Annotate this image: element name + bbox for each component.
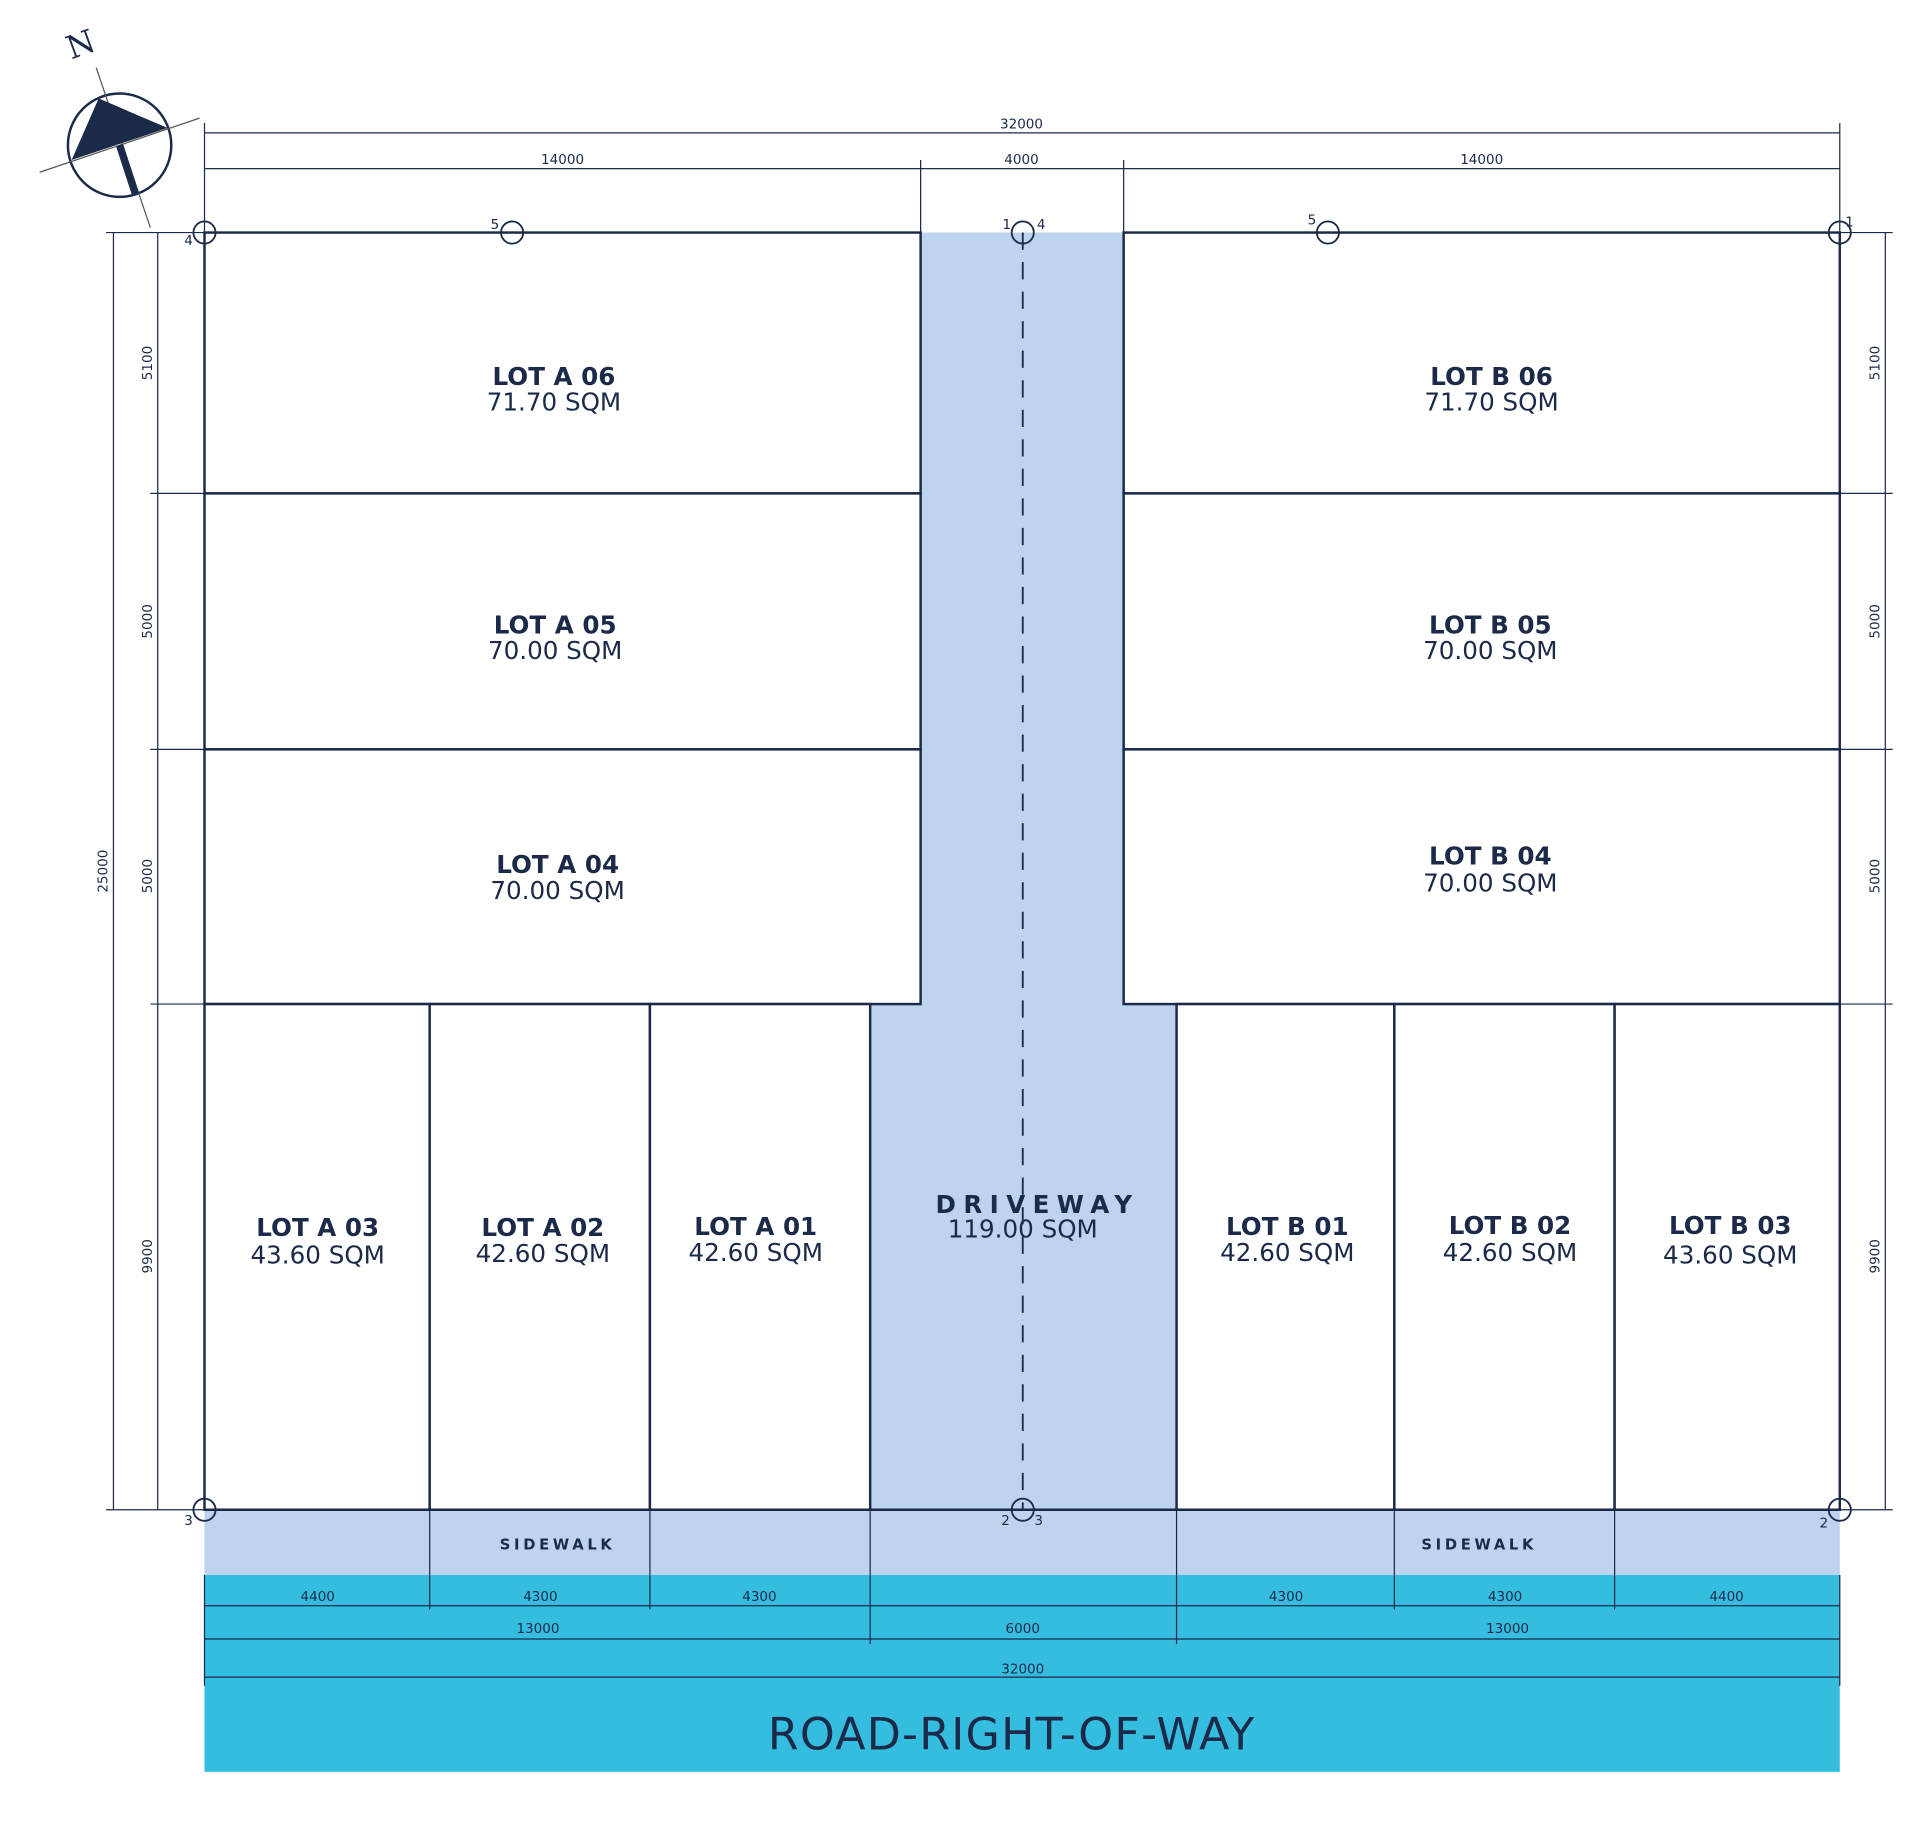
dimension: 32000 (1000, 116, 1043, 132)
dimension: 13000 (516, 1621, 559, 1637)
point-marker (1827, 1497, 1852, 1522)
lot-label: LOT A 01 (694, 1212, 817, 1241)
dimension: 5000 (1867, 859, 1883, 893)
dimension: 5000 (140, 604, 156, 638)
dimension: 5000 (1867, 604, 1883, 638)
dimension: 4300 (1269, 1589, 1303, 1605)
lot-area: 43.60 SQM (250, 1240, 384, 1269)
dimension: 5000 (140, 859, 156, 893)
point-marker (1315, 220, 1340, 245)
lot-label: LOT B 01 (1226, 1212, 1349, 1241)
driveway-area (870, 232, 1177, 1510)
lot (203, 1002, 431, 1512)
lot-area: 43.60 SQM (1663, 1240, 1797, 1269)
point-marker (500, 220, 525, 245)
sidewalk-label: SIDEWALK (1421, 1536, 1537, 1553)
lot-label: LOT A 05 (494, 610, 617, 639)
lot (1613, 1002, 1842, 1512)
dimension: 13000 (1486, 1621, 1529, 1637)
point-number: 1 (1002, 217, 1011, 233)
lot-area: 42.60 SQM (1220, 1238, 1354, 1267)
lot (203, 492, 922, 751)
dimension: 32000 (1001, 1662, 1044, 1678)
road-area (204, 1574, 1840, 1772)
lot-label: LOT A 04 (496, 850, 619, 879)
compass-stem (116, 144, 140, 196)
dimension: 5100 (140, 346, 156, 380)
lot-label: LOT B 03 (1669, 1211, 1792, 1240)
driveway-area: 119.00 SQM (948, 1214, 1098, 1243)
lot-area: 42.60 SQM (1443, 1238, 1577, 1267)
point-number: 5 (1308, 212, 1317, 228)
point-number: 1 (1845, 215, 1854, 231)
dimension: 9900 (1867, 1239, 1883, 1273)
dimension: 4300 (523, 1589, 557, 1605)
point-number: 4 (1037, 217, 1046, 233)
dimension: 4300 (742, 1589, 776, 1605)
point-marker (1010, 220, 1035, 245)
point-number: 3 (1034, 1513, 1043, 1529)
driveway-label: DRIVEWAY (936, 1190, 1140, 1219)
dimension: 9900 (140, 1239, 156, 1273)
lot-area: 71.70 SQM (1424, 388, 1558, 417)
lot (428, 1002, 652, 1512)
lot-label: LOT B 04 (1429, 842, 1552, 871)
sidewalk-label: SIDEWALK (500, 1536, 616, 1553)
lot-label: LOT B 02 (1449, 1211, 1572, 1240)
lot-area: 70.00 SQM (1423, 636, 1557, 665)
point-marker (192, 1497, 217, 1522)
lot-label: LOT B 05 (1429, 610, 1552, 639)
lot-label: LOT B 06 (1430, 362, 1553, 391)
lot-label: LOT A 03 (256, 1213, 379, 1242)
lot-label: LOT A 06 (493, 362, 616, 391)
lot (1393, 1002, 1616, 1512)
lot (1122, 231, 1842, 495)
sidewalk-area (204, 1509, 1840, 1575)
north-label: N (61, 22, 100, 67)
lot (1122, 492, 1842, 751)
lot-label: LOT A 02 (481, 1213, 604, 1242)
dimension: 25000 (96, 850, 112, 893)
lot-area: 42.60 SQM (476, 1239, 610, 1268)
lot (1122, 748, 1842, 1006)
road-label: ROAD-RIGHT-OF-WAY (768, 1709, 1256, 1760)
dimension: 14000 (1460, 152, 1503, 168)
lot-area: 71.70 SQM (487, 388, 621, 417)
lot-area: 70.00 SQM (490, 876, 624, 905)
lot (203, 748, 922, 1006)
lot-area: 70.00 SQM (1423, 869, 1557, 898)
point-marker (1827, 220, 1852, 245)
point-number: 2 (1001, 1513, 1010, 1529)
point-number: 3 (184, 1513, 193, 1529)
point-number: 5 (491, 217, 500, 233)
north-arrow (39, 67, 200, 228)
point-number: 2 (1819, 1515, 1828, 1531)
point-number: 4 (184, 233, 193, 249)
dimension: 14000 (541, 152, 584, 168)
lot (648, 1002, 872, 1512)
dimension: 4400 (300, 1589, 334, 1605)
point-marker (192, 220, 217, 245)
dimension: 4400 (1709, 1589, 1743, 1605)
dimension-lines (106, 123, 1893, 1686)
dimension: 4000 (1004, 152, 1038, 168)
survey-points (192, 220, 1852, 1522)
lot-area: 42.60 SQM (689, 1238, 823, 1267)
dimension: 6000 (1006, 1621, 1040, 1637)
dimension: 4300 (1488, 1589, 1522, 1605)
dimension: 5100 (1867, 346, 1883, 380)
lot (203, 231, 922, 495)
compass-pointer (71, 98, 168, 160)
point-marker (1010, 1497, 1035, 1522)
lot-area: 70.00 SQM (488, 636, 622, 665)
lot (1175, 1002, 1396, 1512)
